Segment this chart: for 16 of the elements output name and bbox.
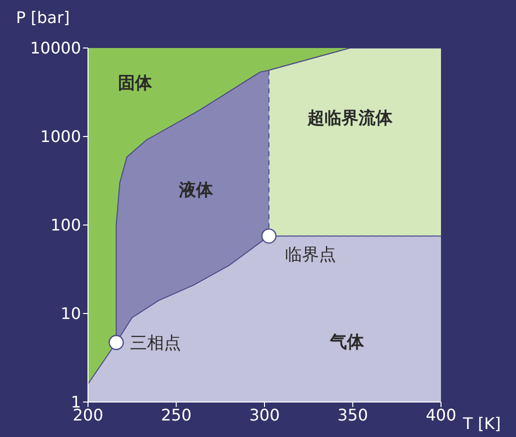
annotation: 三相点 xyxy=(130,334,182,354)
annotation: 气体 xyxy=(330,332,364,354)
y-tick-label: 10 xyxy=(60,304,81,324)
y-tick-label: 10000 xyxy=(30,38,81,58)
x-axis-title: T [K] xyxy=(463,414,501,433)
y-axis-title: P [bar] xyxy=(16,8,70,27)
y-tick-label: 1000 xyxy=(40,127,81,146)
x-tick-label: 400 xyxy=(426,405,456,424)
annotation: 临界点 xyxy=(284,245,336,266)
annotation: 固体 xyxy=(118,72,152,94)
x-tick-label: 350 xyxy=(337,405,368,424)
y-tick-label: 100 xyxy=(50,216,81,235)
annotation: 液体 xyxy=(179,180,213,202)
annotation: 超临界流体 xyxy=(308,108,392,130)
x-tick-label: 300 xyxy=(249,405,280,424)
x-tick-label: 250 xyxy=(160,405,192,424)
